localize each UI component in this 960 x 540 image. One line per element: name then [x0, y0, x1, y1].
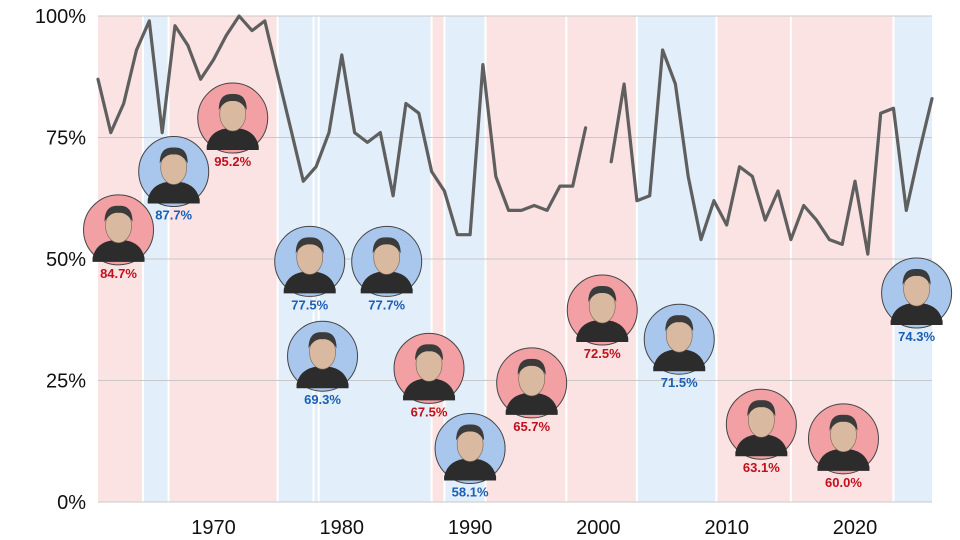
governor-marker-9: 72.5%: [566, 274, 638, 361]
x-tick-label-2010: 2010: [704, 517, 749, 539]
governor-markers: 84.7% 87.7% 95.2% 77.5% 77.7% 69.3% 67.5% 58.1%…: [83, 82, 953, 500]
governor-marker-13: 74.3%: [881, 257, 953, 344]
portrait-hair: [159, 147, 188, 164]
portrait-hair: [588, 285, 617, 303]
x-tick-label-1970: 1970: [191, 517, 236, 539]
approval-label: 84.7%: [100, 266, 137, 281]
portrait-shoulders: [206, 128, 259, 151]
y-tick-label-50: 50%: [46, 249, 86, 271]
y-tick-label-100: 100%: [35, 6, 86, 28]
portrait-shoulders: [403, 378, 456, 401]
y-tick-label-0: 0%: [57, 492, 86, 514]
approval-label: 67.5%: [411, 404, 448, 419]
x-tick-label-1990: 1990: [448, 517, 493, 539]
portrait-hair: [218, 94, 247, 111]
approval-label: 69.3%: [304, 392, 341, 407]
governor-marker-1: 87.7%: [138, 136, 210, 223]
governor-marker-3: 77.5%: [274, 225, 346, 312]
portrait-shoulders: [890, 303, 943, 326]
governor-marker-8: 65.7%: [496, 347, 568, 434]
approval-label: 87.7%: [155, 208, 192, 223]
portrait-hair: [372, 237, 401, 254]
approval-label: 58.1%: [452, 485, 489, 500]
x-tick-label-2000: 2000: [576, 517, 621, 539]
approval-label: 77.7%: [368, 297, 405, 312]
y-tick-label-75: 75%: [46, 128, 86, 150]
governor-marker-11: 63.1%: [725, 388, 797, 475]
portrait-shoulders: [653, 349, 706, 372]
portrait-hair: [104, 205, 133, 222]
portrait-hair: [665, 315, 694, 332]
portrait-shoulders: [505, 392, 558, 415]
series-line-layer: [96, 14, 934, 256]
x-tick-label-2020: 2020: [833, 517, 878, 539]
axes: 0% 25% 50% 75% 100% 1970 1980 1990 2000 2010 2020: [35, 6, 877, 539]
approval-label: 77.5%: [291, 297, 328, 312]
series-0-line-0: [96, 14, 588, 237]
governor-marker-6: 67.5%: [393, 332, 465, 419]
portrait-hair: [415, 344, 444, 361]
approval-label: 95.2%: [214, 154, 251, 169]
governor-marker-2: 95.2%: [197, 82, 269, 169]
approval-label: 65.7%: [513, 419, 550, 434]
governor-marker-7: 58.1%: [434, 413, 506, 500]
portrait-shoulders: [92, 239, 145, 262]
portrait-shoulders: [817, 448, 870, 471]
approval-label: 60.0%: [825, 475, 862, 490]
x-tick-label-1980: 1980: [320, 517, 365, 539]
portrait-shoulders: [576, 320, 629, 343]
approval-label: 74.3%: [898, 329, 935, 344]
series-0-line-1: [609, 48, 934, 256]
governor-marker-5: 69.3%: [287, 320, 359, 407]
governor-marker-10: 71.5%: [643, 303, 715, 390]
approval-label: 63.1%: [743, 460, 780, 475]
portrait-hair: [829, 414, 858, 431]
portrait-shoulders: [283, 271, 336, 294]
portrait-hair: [747, 400, 776, 417]
portrait-shoulders: [735, 434, 788, 457]
portrait-shoulders: [444, 458, 497, 481]
governor-marker-0: 84.7%: [83, 194, 155, 281]
governor-marker-4: 77.7%: [351, 225, 423, 312]
portrait-hair: [308, 332, 337, 349]
y-tick-label-25: 25%: [46, 371, 86, 393]
portrait-shoulders: [147, 181, 200, 204]
portrait-shoulders: [296, 366, 349, 389]
portrait-hair: [517, 358, 546, 375]
approval-label: 71.5%: [661, 375, 698, 390]
portrait-shoulders: [360, 271, 413, 294]
governor-marker-12: 60.0%: [807, 403, 879, 490]
portrait-hair: [456, 424, 485, 441]
approval-label: 72.5%: [584, 346, 621, 361]
portrait-hair: [902, 268, 931, 286]
portrait-hair: [295, 237, 324, 254]
